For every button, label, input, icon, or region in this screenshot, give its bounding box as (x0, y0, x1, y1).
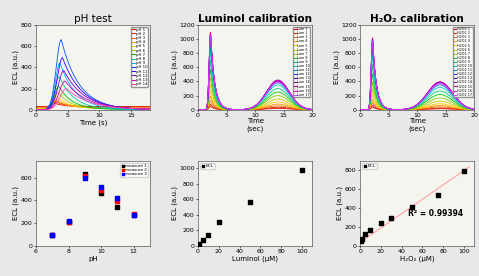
measure 2 (97, 187, 105, 192)
Title: H₂O₂ calibration: H₂O₂ calibration (370, 14, 464, 24)
measure 2 (130, 212, 137, 216)
measure 2 (48, 233, 56, 238)
Text: R² = 0.99394: R² = 0.99394 (408, 209, 463, 218)
Y-axis label: ECL (a.u.): ECL (a.u.) (13, 186, 19, 220)
Legend: measure 1, measure 2, measure 3: measure 1, measure 2, measure 3 (120, 163, 148, 177)
measure 1 (65, 220, 72, 224)
ECL (408, 205, 416, 209)
ECL (199, 238, 207, 242)
Y-axis label: ECL (a.u.): ECL (a.u.) (333, 50, 340, 84)
Title: Luminol calibration: Luminol calibration (198, 14, 312, 24)
ECL (358, 236, 366, 241)
ECL (388, 216, 395, 220)
measure 2 (65, 220, 72, 224)
measure 1 (130, 213, 137, 217)
ECL (215, 220, 223, 225)
measure 3 (48, 233, 56, 238)
measure 1 (97, 191, 105, 195)
measure 3 (130, 213, 137, 217)
ECL (366, 228, 374, 232)
X-axis label: pH: pH (88, 256, 98, 261)
X-axis label: Time (s): Time (s) (79, 120, 107, 126)
measure 3 (114, 195, 121, 200)
Legend: H2O2 1, H2O2 2, H2O2 3, H2O2 4, H2O2 5, H2O2 6, H2O2 7, H2O2 8, H2O2 9, H2O2 10,: H2O2 1, H2O2 2, H2O2 3, H2O2 4, H2O2 5, … (453, 26, 473, 97)
ECL (298, 168, 306, 172)
measure 3 (65, 219, 72, 223)
ECL (434, 192, 442, 197)
measure 2 (114, 199, 121, 203)
measure 2 (81, 174, 89, 178)
measure 3 (97, 185, 105, 190)
Y-axis label: ECL (a.u.): ECL (a.u.) (13, 50, 19, 84)
Legend: ECL: ECL (362, 163, 376, 169)
measure 3 (81, 176, 89, 181)
Y-axis label: ECL (a.u.): ECL (a.u.) (171, 186, 178, 220)
measure 1 (81, 172, 89, 177)
X-axis label: H₂O₂ (μM): H₂O₂ (μM) (400, 256, 434, 262)
Title: pH test: pH test (74, 14, 112, 24)
ECL (357, 239, 365, 244)
X-axis label: Luminol (μM): Luminol (μM) (232, 256, 278, 262)
X-axis label: Time
(sec): Time (sec) (246, 118, 264, 132)
Legend: ECL: ECL (200, 163, 215, 169)
Y-axis label: ECL (a.u.): ECL (a.u.) (171, 50, 178, 84)
X-axis label: Time
(sec): Time (sec) (409, 118, 426, 132)
ECL (460, 169, 468, 173)
ECL (362, 232, 369, 236)
ECL (205, 233, 212, 237)
measure 1 (48, 233, 56, 238)
ECL (195, 242, 203, 246)
Legend: Lum 1, Lum 2, Lum 3, Lum 4, Lum 5, Lum 6, Lum 7, Lum 8, Lum 9, Lum 10, Lum 11, L: Lum 1, Lum 2, Lum 3, Lum 4, Lum 5, Lum 6… (293, 26, 310, 97)
Y-axis label: ECL (a.u.): ECL (a.u.) (337, 186, 343, 220)
Legend: pH 1, pH 2, pH 3, pH 4, pH 5, pH 6, pH 7, pH 8, pH 9, pH 10, pH 11, pH 12, pH 13: pH 1, pH 2, pH 3, pH 4, pH 5, pH 6, pH 7… (131, 27, 148, 87)
ECL (377, 221, 385, 225)
ECL (246, 200, 254, 205)
measure 1 (114, 204, 121, 209)
